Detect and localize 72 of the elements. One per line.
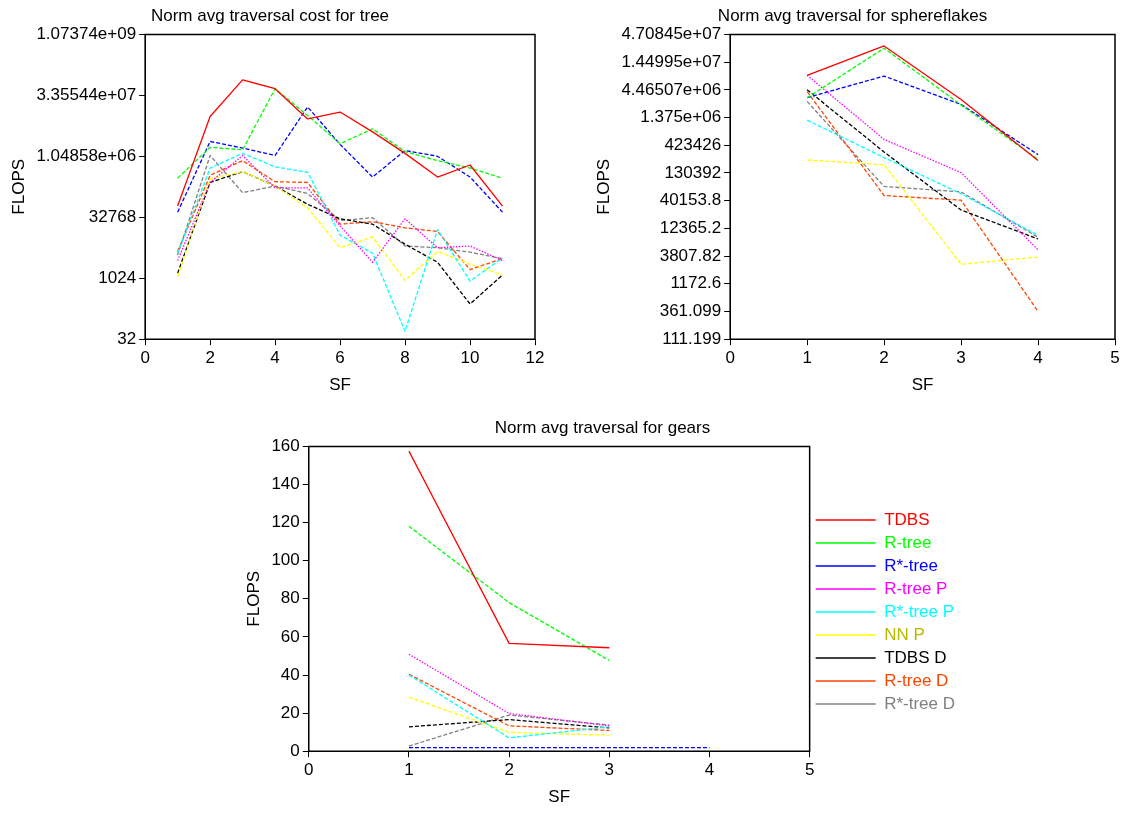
y-tick-label: 1.375e+06: [640, 107, 722, 127]
x-tick-label: 2: [879, 348, 889, 368]
y-tick-label: 361.099: [659, 301, 722, 321]
line-series: [806, 91, 1039, 313]
y-axis-title: FLOPS: [8, 158, 28, 215]
y-tick-label: 160: [271, 436, 300, 456]
x-tick-label: 4: [270, 348, 280, 368]
chart-title: Norm avg traversal cost for tree: [150, 5, 390, 25]
x-tick-label: 4: [1033, 348, 1043, 368]
y-tick-label: 32768: [88, 206, 137, 226]
line-series: [806, 75, 1039, 156]
y-tick-label: 423426: [664, 134, 722, 154]
x-tick-label: 1: [404, 760, 414, 780]
x-tick-label: 0: [140, 348, 150, 368]
y-axis-title: FLOPS: [243, 570, 263, 627]
x-axis-title: SF: [911, 375, 934, 395]
y-tick-label: 1.07374e+09: [36, 24, 137, 44]
y-tick-label: 100: [271, 550, 300, 570]
x-axis-title: SF: [548, 787, 571, 807]
x-tick-label: 5: [1110, 348, 1120, 368]
line-series: [176, 106, 504, 213]
legend-label: R-tree D: [884, 670, 949, 690]
y-tick-label: 60: [280, 626, 300, 646]
chart-title: Norm avg traversal for sphereflakes: [717, 5, 988, 25]
y-tick-label: 20: [280, 702, 300, 722]
y-axis-title: FLOPS: [593, 158, 613, 215]
legend-label: R-tree P: [884, 578, 948, 598]
x-tick-label: 5: [804, 760, 815, 780]
y-tick-label: 1024: [98, 267, 137, 287]
x-tick-label: 6: [335, 348, 345, 368]
line-series: [806, 159, 1039, 265]
y-tick-label: 4.70845e+07: [621, 24, 722, 44]
y-tick-label: 80: [280, 588, 300, 608]
x-tick-label: 0: [304, 760, 314, 780]
chart-title: Norm avg traversal for gears: [494, 417, 711, 437]
x-tick-label: 0: [725, 348, 735, 368]
legend-label: R*-tree: [884, 555, 939, 575]
legend-label: R*-tree P: [884, 601, 955, 621]
y-tick-label: 4.46507e+06: [621, 79, 722, 99]
x-tick-label: 3: [604, 760, 615, 780]
line-series: [176, 152, 504, 332]
y-tick-label: 12365.2: [659, 218, 722, 238]
y-tick-label: 140: [271, 474, 300, 494]
legend-label: TDBS D: [884, 647, 947, 667]
line-series: [806, 119, 1039, 236]
y-tick-label: 1.44995e+07: [621, 51, 722, 71]
y-tick-label: 32: [117, 328, 137, 348]
legend-label: R*-tree D: [884, 693, 956, 713]
y-tick-label: 1.04858e+06: [36, 146, 137, 166]
y-tick-label: 3807.82: [659, 245, 722, 265]
y-tick-label: 130392: [664, 162, 722, 182]
x-tick-label: 10: [460, 348, 480, 368]
x-axis-title: SF: [329, 375, 351, 395]
y-tick-label: 111.199: [662, 328, 722, 348]
line-series: [176, 170, 504, 282]
line-series: [176, 170, 504, 305]
y-tick-label: 120: [271, 512, 300, 532]
x-tick-label: 2: [205, 348, 215, 368]
legend-label: NN P: [884, 624, 925, 644]
y-tick-label: 3.35544e+07: [36, 85, 137, 105]
x-tick-label: 2: [504, 760, 514, 780]
y-tick-label: 40153.8: [659, 190, 722, 210]
y-tick-label: 0: [290, 740, 300, 760]
x-tick-label: 12: [525, 348, 545, 368]
x-tick-label: 4: [704, 760, 715, 780]
y-tick-label: 40: [280, 664, 300, 684]
x-tick-label: 1: [802, 348, 812, 368]
x-tick-label: 8: [400, 348, 410, 368]
legend-label: TDBS: [884, 509, 930, 529]
legend-label: R-tree: [884, 532, 932, 552]
y-tick-label: 1172.6: [670, 273, 722, 293]
x-tick-label: 3: [956, 348, 966, 368]
